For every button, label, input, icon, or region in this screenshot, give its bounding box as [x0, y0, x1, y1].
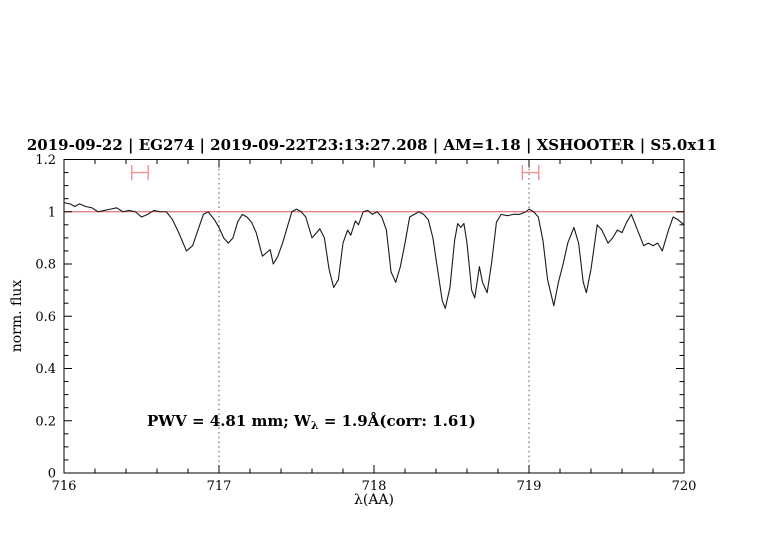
interval-markers	[131, 164, 540, 181]
y-tick-label: 0.8	[35, 258, 56, 273]
y-tick-label: 0	[48, 467, 56, 482]
pwv-annotation: PWV = 4.81 mm; Wλ = 1.9Å(corr: 1.61)	[147, 412, 476, 432]
reference-lines	[64, 159, 684, 473]
y-tick-label: 0.2	[35, 414, 56, 429]
spectrum-series	[63, 202, 685, 309]
x-tick-label: 720	[672, 479, 697, 494]
x-tick-label: 719	[517, 479, 542, 494]
y-axis-label: norm. flux	[9, 280, 25, 353]
chart-title: 2019-09-22 | EG274 | 2019-09-22T23:13:27…	[27, 136, 717, 154]
y-tick-label: 0.6	[35, 310, 56, 325]
axis-tick-labels: 716 717 718 719 720 0 0.2 0.4 0.6 0.8 1 1.2	[35, 153, 696, 494]
spectrum-line	[63, 202, 685, 309]
plot-frame	[63, 159, 685, 474]
axis-ticks	[63, 159, 685, 474]
y-tick-label: 1	[48, 205, 56, 220]
x-tick-label: 716	[52, 479, 77, 494]
x-tick-label: 717	[207, 479, 232, 494]
x-axis-label: λ(AA)	[354, 492, 394, 508]
y-tick-label: 0.4	[35, 362, 56, 377]
y-tick-label: 1.2	[35, 153, 56, 168]
x-tick-label: 718	[362, 479, 387, 494]
